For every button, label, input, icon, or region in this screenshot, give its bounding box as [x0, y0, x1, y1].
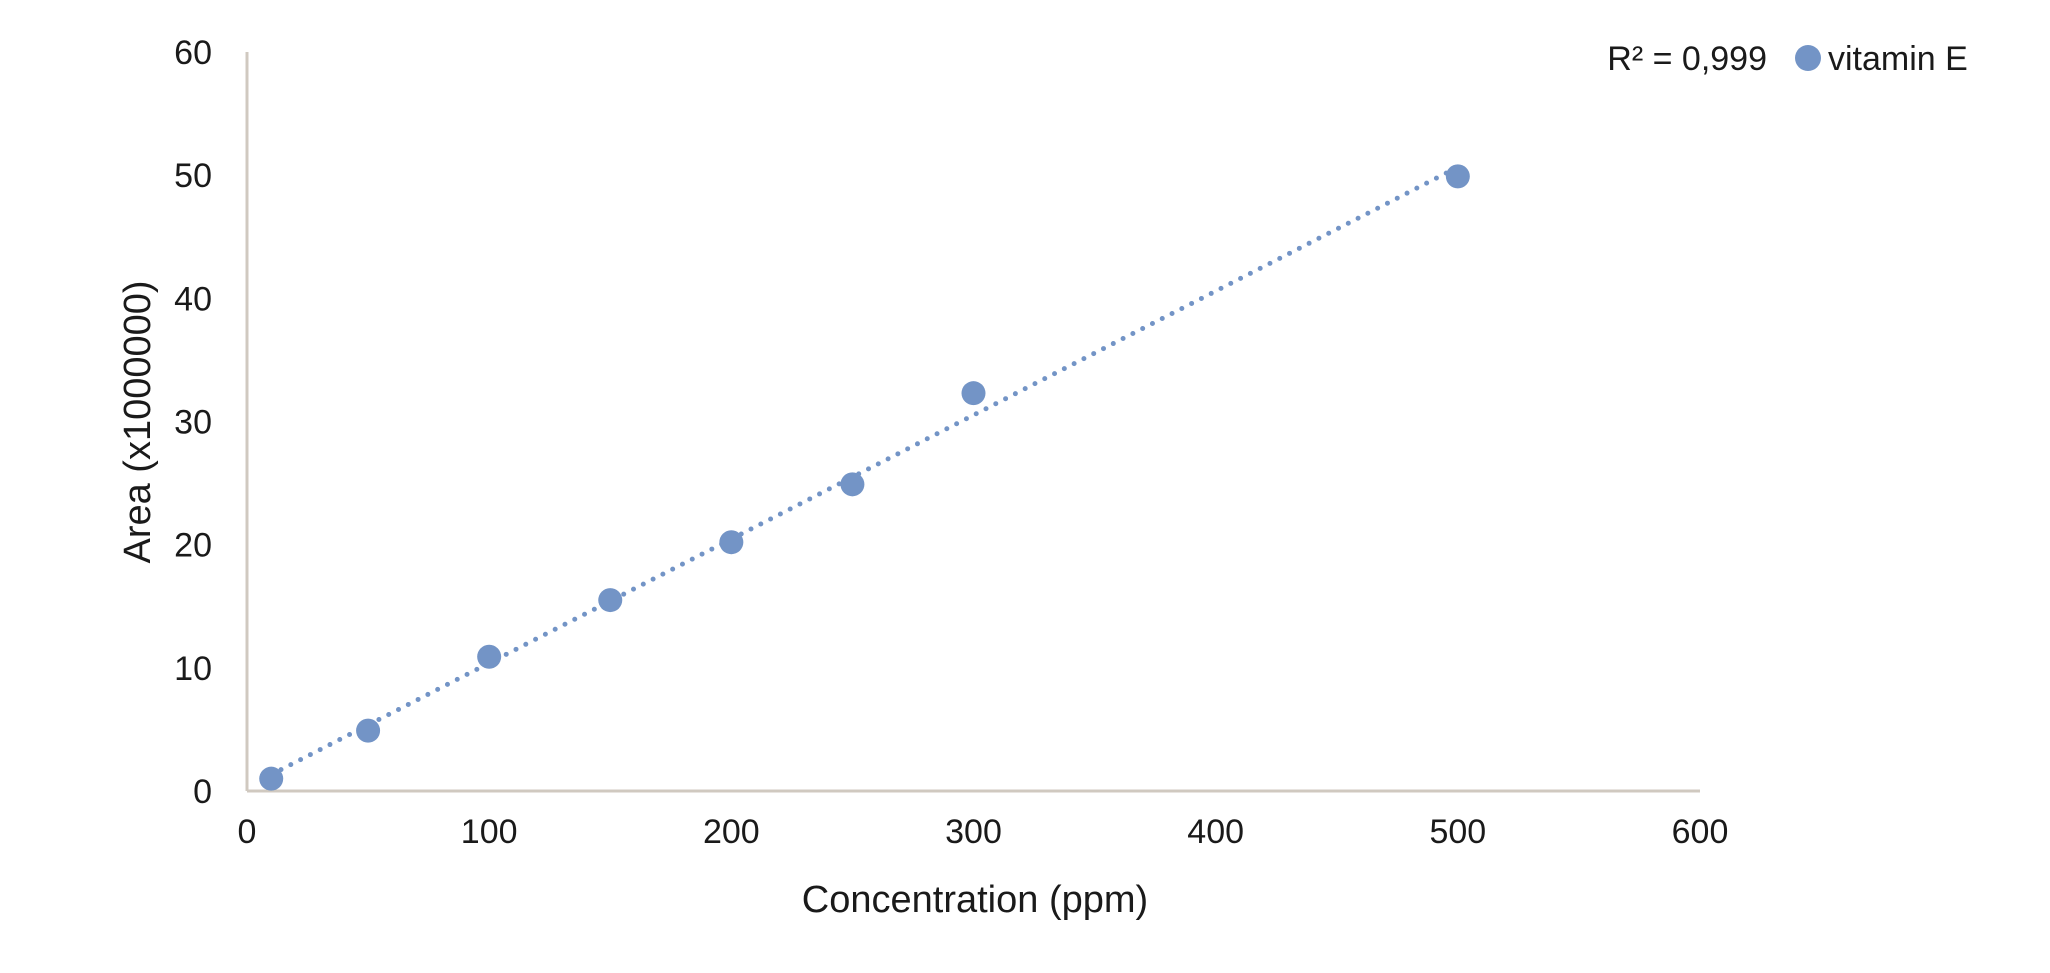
- data-point: [477, 644, 502, 669]
- x-tick-label: 600: [1672, 813, 1729, 851]
- data-point: [356, 718, 381, 743]
- x-tick-label: 500: [1429, 813, 1486, 851]
- x-tick-label: 200: [703, 813, 760, 851]
- trendline-layer: [268, 164, 1461, 778]
- tick-labels: 0 100 200 300 400 500 600 0 10 20 30 40 50 60: [174, 34, 1728, 851]
- y-tick-label: 20: [174, 527, 212, 565]
- data-point: [1445, 164, 1470, 189]
- legend-marker-icon: [1795, 45, 1821, 71]
- legend-series-label: vitamin E: [1828, 40, 1968, 78]
- data-point: [719, 530, 744, 555]
- data-point: [598, 588, 623, 613]
- x-tick-label: 300: [945, 813, 1002, 851]
- data-point: [840, 472, 865, 497]
- data-point: [961, 381, 986, 406]
- y-tick-label: 30: [174, 404, 212, 442]
- data-point: [259, 766, 284, 791]
- trendline: [268, 164, 1461, 778]
- legend: R² = 0,999 vitamin E: [1607, 40, 1968, 78]
- y-tick-label: 50: [174, 157, 212, 195]
- y-tick-label: 40: [174, 280, 212, 318]
- x-tick-label: 0: [238, 813, 257, 851]
- axes: [245, 52, 1700, 793]
- y-tick-label: 60: [174, 34, 212, 72]
- x-axis-title: Concentration (ppm): [802, 879, 1148, 921]
- x-tick-label: 400: [1187, 813, 1244, 851]
- y-axis-title: Area (x1000000): [117, 280, 159, 563]
- y-tick-label: 0: [193, 773, 212, 811]
- legend-r2-label: R² = 0,999: [1607, 40, 1767, 78]
- x-tick-label: 100: [461, 813, 518, 851]
- data-points: [259, 164, 1470, 791]
- y-tick-label: 10: [174, 650, 212, 688]
